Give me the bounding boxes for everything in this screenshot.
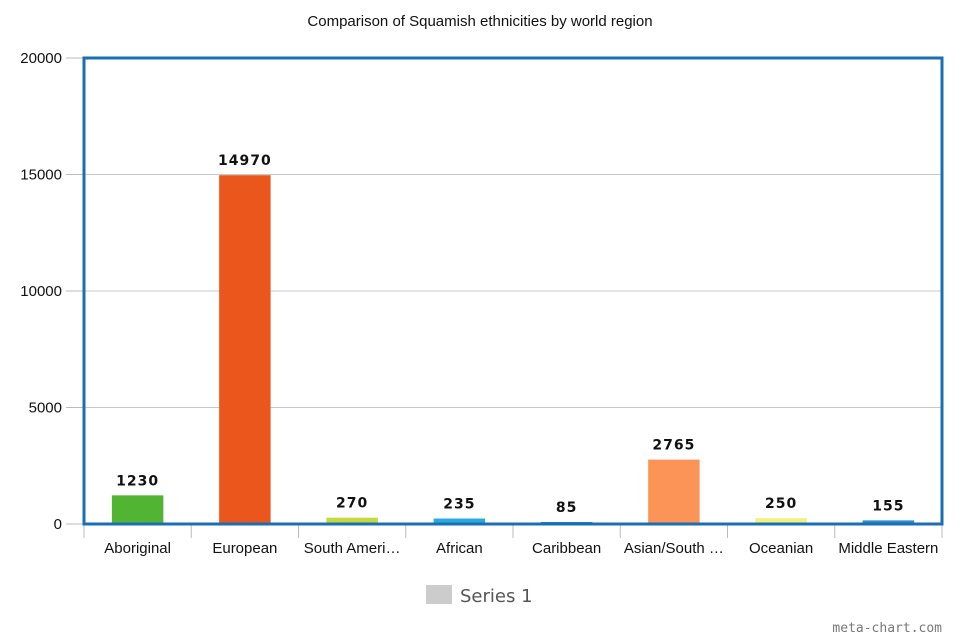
plot-frame <box>82 56 944 526</box>
x-tick-label: Aboriginal <box>104 540 171 557</box>
bar[interactable] <box>219 175 271 524</box>
x-tick-label: Oceanian <box>749 540 813 557</box>
legend-swatch <box>426 585 452 604</box>
bar[interactable] <box>648 459 700 524</box>
legend-label: Series 1 <box>460 586 533 607</box>
watermark: meta-chart.com <box>832 621 942 636</box>
gridlines <box>84 174 942 408</box>
data-label: 250 <box>765 496 797 512</box>
axes: 0 5000 10000 15000 20000 Aboriginal European So… <box>20 50 943 557</box>
bar[interactable] <box>326 517 378 524</box>
chart-title: Comparison of Squamish ethnicities by wo… <box>307 13 652 30</box>
x-tick-label: South Ameri… <box>304 540 401 557</box>
data-label: 14970 <box>218 153 272 169</box>
data-label: 235 <box>443 497 475 513</box>
x-tick-label: European <box>212 540 277 557</box>
bar[interactable] <box>862 520 915 524</box>
data-label: 2765 <box>652 438 695 454</box>
bar[interactable] <box>111 495 164 524</box>
y-tick-label: 15000 <box>20 167 62 184</box>
x-tick-label: African <box>436 540 483 557</box>
data-label: 85 <box>556 500 577 516</box>
x-tick-label: Middle Eastern <box>838 540 938 557</box>
x-tick-label: Caribbean <box>532 540 601 557</box>
data-labels: 1230 14970 270 235 85 2765 250 155 <box>116 153 904 516</box>
data-label: 155 <box>872 498 904 514</box>
y-tick-label: 20000 <box>20 50 62 67</box>
bars <box>111 175 915 524</box>
y-tick-label: 5000 <box>29 400 62 417</box>
bar[interactable] <box>433 518 486 524</box>
bar[interactable] <box>755 518 807 524</box>
data-label: 1230 <box>116 473 159 489</box>
y-tick-label: 10000 <box>20 283 62 300</box>
x-tick-label: Asian/South … <box>624 540 724 557</box>
data-label: 270 <box>336 496 368 512</box>
y-tick-label: 0 <box>54 516 62 533</box>
legend[interactable]: Series 1 <box>426 585 533 607</box>
